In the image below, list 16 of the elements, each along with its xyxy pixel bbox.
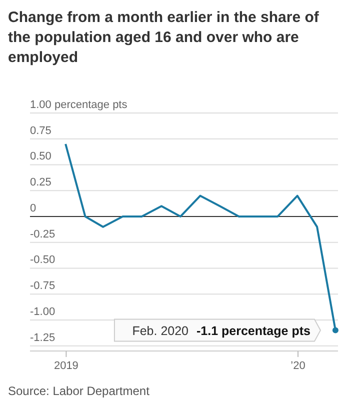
- source-note: Source: Labor Department: [8, 384, 150, 398]
- x-tick-label: 2019: [54, 360, 78, 372]
- y-tick-label: -0.25: [30, 228, 56, 240]
- chart-title: Change from a month earlier in the share of the population aged 16 and over who are employed: [8, 8, 320, 68]
- y-tick-label: 0.25: [30, 176, 52, 189]
- y-tick-label: -1.00: [30, 306, 56, 318]
- y-tick-label: 0.75: [30, 124, 52, 137]
- annotation: Feb. 2020: [132, 324, 189, 338]
- y-tick-label: 0.50: [30, 150, 52, 163]
- y-tick-label: 0: [30, 202, 36, 214]
- annotation: -1.1 percentage pts: [196, 324, 310, 338]
- y-tick-label: 1.00 percentage pts: [30, 99, 128, 111]
- y-tick-label: -0.50: [30, 254, 56, 266]
- x-tick-label: ’20: [290, 360, 306, 372]
- y-tick-label: -1.25: [30, 332, 56, 344]
- y-tick-label: -0.75: [30, 280, 56, 292]
